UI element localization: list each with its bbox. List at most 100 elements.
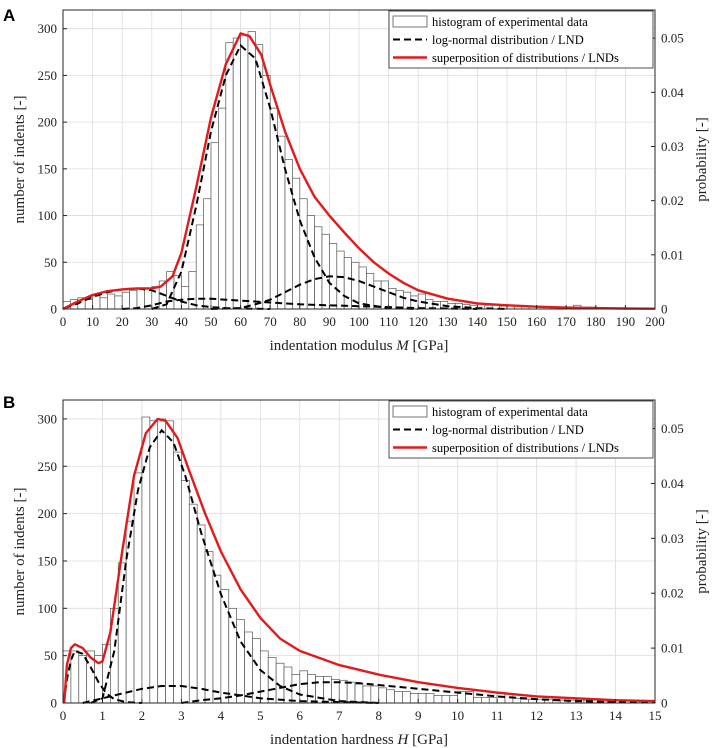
y-right-tick-label: 0.04	[661, 85, 684, 100]
histogram-bar	[292, 177, 301, 310]
histogram-bar	[225, 42, 234, 310]
superposition-curve	[63, 417, 656, 704]
x-tick-label: 170	[556, 314, 576, 329]
legend-box	[388, 10, 654, 69]
legend-label-histogram: histogram of experimental data	[432, 15, 588, 29]
x-tick-label: 1	[99, 708, 106, 723]
y-left-tick-label: 50	[44, 255, 57, 270]
histogram-bar	[358, 266, 367, 310]
x-tick-label: 110	[379, 314, 398, 329]
superposition-curve	[62, 32, 656, 311]
y-right-tick-label: 0	[661, 696, 668, 711]
histogram-bar	[496, 693, 506, 704]
histogram-bar	[425, 693, 435, 704]
x-axis-label: indentation modulus M [GPa]	[270, 338, 449, 354]
histogram-bar	[99, 297, 108, 310]
histogram-bar	[314, 226, 323, 310]
histogram-bar	[210, 142, 219, 310]
histogram-bar	[195, 224, 204, 310]
histogram-bar	[269, 107, 278, 310]
histogram-bar	[307, 674, 316, 704]
y-left-tick-label: 100	[38, 208, 58, 223]
x-tick-label: 100	[349, 314, 369, 329]
histogram-bar	[136, 288, 145, 310]
histogram-bar	[403, 291, 412, 310]
histogram-bar	[117, 562, 127, 704]
x-tick-label: 130	[438, 314, 458, 329]
histogram-bar	[220, 589, 230, 704]
y-right-tick-label: 0.03	[661, 139, 684, 154]
x-tick-label: 8	[375, 708, 382, 723]
histogram-bar	[125, 520, 135, 704]
lnd-curve-4	[210, 275, 508, 310]
y-left-tick-label: 200	[38, 115, 58, 130]
x-tick-label: 7	[336, 708, 343, 723]
lnd-curve-3	[122, 297, 478, 310]
x-tick-label: 9	[415, 708, 422, 723]
histogram-bar	[173, 451, 182, 704]
histogram-bar	[149, 420, 159, 704]
y-left-tick-label: 100	[38, 601, 58, 616]
x-tick-label: 3	[178, 708, 185, 723]
histogram-bar	[380, 280, 389, 310]
x-tick-label: 20	[116, 314, 129, 329]
x-tick-label: 4	[218, 708, 225, 723]
x-tick-label: 14	[609, 708, 623, 723]
lnd-curve-4	[181, 681, 656, 704]
histogram-bar	[218, 107, 227, 310]
x-tick-label: 30	[145, 314, 158, 329]
histogram-bar	[512, 697, 522, 704]
histogram-bar	[212, 574, 222, 704]
x-tick-label: 80	[293, 314, 306, 329]
histogram-bar	[247, 31, 256, 310]
y-left-tick-label: 150	[38, 161, 58, 176]
x-axis-label-text: indentation hardness	[270, 732, 397, 748]
histogram-bar	[346, 681, 356, 704]
histogram-bar	[373, 280, 382, 310]
y-left-tick-label: 300	[38, 21, 58, 36]
histogram-bar	[362, 685, 372, 704]
legend: histogram of experimental data log-normal…	[388, 400, 654, 459]
y-left-tick-label: 50	[44, 648, 57, 663]
y-left-axis-label: number of indents [-]	[12, 96, 28, 224]
histogram-bar	[204, 551, 214, 704]
y-left-tick-label: 200	[38, 506, 58, 521]
histogram-bar	[240, 34, 249, 310]
histogram-bar	[259, 650, 269, 704]
histogram-bar	[291, 674, 301, 704]
histogram-bar	[386, 689, 395, 704]
panel-letter: A	[3, 6, 15, 25]
histogram-bar	[488, 696, 498, 704]
y-right-tick-label: 0.01	[661, 247, 684, 262]
x-tick-label: 10	[451, 708, 464, 723]
x-axis-label-var: H	[397, 732, 410, 748]
histogram-bar	[306, 215, 315, 310]
histogram-bar	[394, 691, 403, 704]
histogram-bar	[299, 670, 309, 704]
x-tick-label: 70	[264, 314, 277, 329]
histogram-bar	[449, 695, 459, 704]
histogram-bar	[473, 696, 482, 704]
y-right-tick-label: 0.01	[661, 641, 684, 656]
y-left-tick-label: 0	[51, 302, 58, 317]
histogram-bar	[336, 250, 345, 310]
histogram-bar	[165, 420, 174, 704]
x-axis-label-text: indentation modulus	[270, 338, 397, 354]
histogram-bar	[181, 286, 190, 310]
x-axis-label-unit: [GPa]	[409, 338, 449, 354]
histogram-bar	[480, 696, 490, 704]
y-right-tick-label: 0.05	[661, 31, 684, 46]
x-tick-label: 0	[60, 708, 67, 723]
histogram-bar	[232, 37, 241, 310]
histogram-bar	[121, 291, 130, 310]
histogram-bar	[366, 273, 375, 310]
y-right-tick-label: 0.04	[661, 476, 684, 491]
panel-letter: B	[3, 393, 15, 412]
histogram-bar	[203, 198, 212, 310]
legend: histogram of experimental data log-normal…	[388, 10, 654, 69]
x-tick-label: 12	[530, 708, 543, 723]
histogram-bar	[188, 503, 198, 704]
y-left-axis-label: number of indents [-]	[12, 488, 28, 616]
x-tick-label: 0	[60, 314, 67, 329]
